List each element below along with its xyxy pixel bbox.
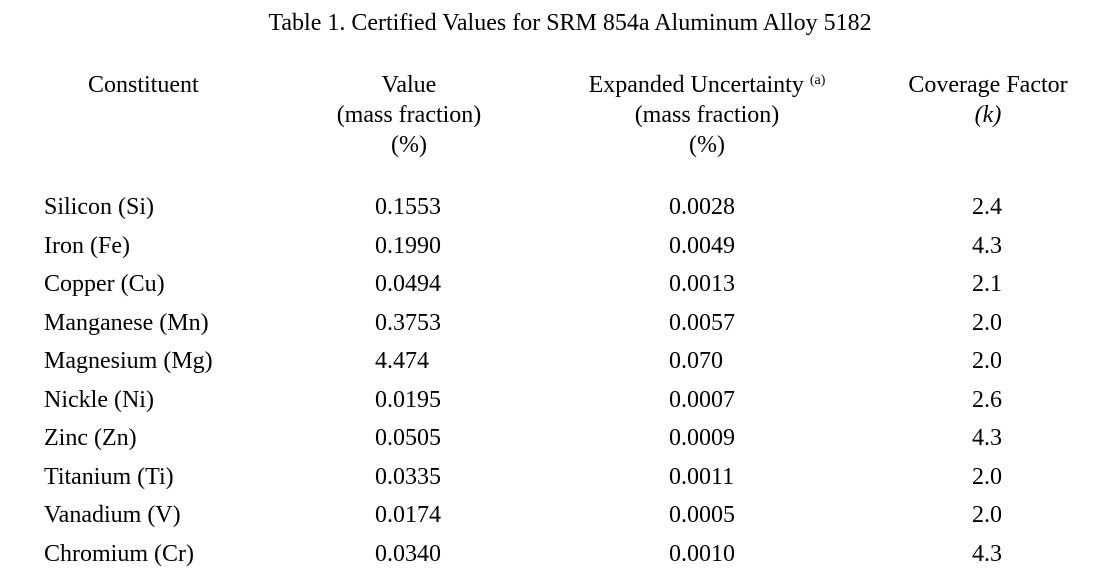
table-row: Nickle (Ni) 0.0195 0.0007 2.6 — [0, 385, 1100, 424]
cell-coverage-factor: 2.1 — [972, 271, 1002, 297]
cell-constituent: Manganese (Mn) — [44, 309, 209, 336]
cell-uncertainty: 0.070 — [669, 348, 723, 374]
cell-uncertainty: 0.0028 — [669, 194, 735, 220]
cell-uncertainty: 0.0013 — [669, 271, 735, 297]
table-row: Magnesium (Mg) 4.474 0.070 2.0 — [0, 346, 1100, 385]
cell-coverage-factor: 2.4 — [972, 194, 1002, 220]
table-row: Manganese (Mn) 0.3753 0.0057 2.0 — [0, 308, 1100, 347]
cell-constituent: Vanadium (V) — [44, 502, 181, 528]
cell-value: 0.0340 — [375, 540, 441, 567]
header-coverage-line2: (k) — [974, 102, 1002, 128]
cell-value: 0.0174 — [375, 502, 441, 528]
cell-uncertainty: 0.0007 — [669, 386, 735, 413]
cell-uncertainty: 0.0049 — [669, 232, 735, 259]
table-body: Silicon (Si) 0.1553 0.0028 2.4 Iron (Fe)… — [0, 192, 1100, 577]
header-uncertainty-line3: (%) — [689, 132, 725, 158]
cell-constituent: Silicon (Si) — [44, 194, 155, 220]
header-uncertainty-line1: Expanded Uncertainty — [588, 72, 804, 98]
cell-coverage-factor: 4.3 — [972, 540, 1002, 567]
cell-uncertainty: 0.0057 — [669, 309, 735, 336]
table-row: Copper (Cu) 0.0494 0.0013 2.1 — [0, 269, 1100, 308]
cell-coverage-factor: 2.0 — [972, 502, 1002, 528]
cell-constituent: Iron (Fe) — [44, 232, 130, 259]
header-uncertainty: Expanded Uncertainty (a) (mass fraction)… — [567, 70, 847, 160]
cell-constituent: Magnesium (Mg) — [44, 348, 213, 374]
cell-value: 0.0494 — [375, 271, 441, 297]
cell-uncertainty: 0.0011 — [669, 463, 735, 490]
header-uncertainty-line1-wrap: Expanded Uncertainty (a) — [567, 70, 847, 100]
header-value-line2: (mass fraction) — [336, 102, 482, 128]
cell-value: 0.1553 — [375, 194, 441, 220]
cell-uncertainty: 0.0009 — [669, 425, 735, 451]
cell-constituent: Nickle (Ni) — [44, 386, 154, 413]
cell-value: 0.0195 — [375, 386, 441, 413]
header-value-line3: (%) — [391, 132, 427, 158]
header-uncertainty-line2: (mass fraction) — [634, 102, 780, 128]
cell-value: 0.0335 — [375, 463, 441, 490]
cell-constituent: Copper (Cu) — [44, 271, 165, 297]
cell-coverage-factor: 2.0 — [972, 463, 1002, 490]
header-value-line1: Value — [381, 72, 437, 98]
header-constituent: Constituent — [88, 70, 199, 100]
cell-coverage-factor: 4.3 — [972, 425, 1002, 451]
cell-uncertainty: 0.0005 — [669, 502, 735, 528]
cell-coverage-factor: 2.0 — [972, 348, 1002, 374]
header-constituent-label: Constituent — [88, 72, 199, 98]
footnote-marker-a: (a) — [809, 73, 826, 88]
cell-coverage-factor: 2.6 — [972, 386, 1002, 413]
table-row: Zinc (Zn) 0.0505 0.0009 4.3 — [0, 423, 1100, 462]
table-row: Vanadium (V) 0.0174 0.0005 2.0 — [0, 500, 1100, 539]
table-row: Silicon (Si) 0.1553 0.0028 2.4 — [0, 192, 1100, 231]
table-row: Chromium (Cr) 0.0340 0.0010 4.3 — [0, 539, 1100, 578]
table-title: Table 1. Certified Values for SRM 854a A… — [268, 10, 872, 36]
cell-coverage-factor: 4.3 — [972, 232, 1002, 259]
cell-value: 0.1990 — [375, 232, 441, 259]
cell-constituent: Chromium (Cr) — [44, 540, 194, 567]
cell-coverage-factor: 2.0 — [972, 309, 1002, 336]
header-coverage: Coverage Factor (k) — [896, 70, 1080, 130]
cell-value: 0.0505 — [375, 425, 441, 451]
cell-constituent: Zinc (Zn) — [44, 425, 137, 451]
cell-value: 0.3753 — [375, 309, 441, 336]
cell-constituent: Titanium (Ti) — [44, 463, 174, 490]
header-coverage-line1: Coverage Factor — [908, 72, 1068, 98]
table-row: Titanium (Ti) 0.0335 0.0011 2.0 — [0, 462, 1100, 501]
table-row: Iron (Fe) 0.1990 0.0049 4.3 — [0, 231, 1100, 270]
header-value: Value (mass fraction) (%) — [329, 70, 489, 160]
cell-uncertainty: 0.0010 — [669, 540, 735, 567]
cell-value: 4.474 — [375, 348, 429, 374]
